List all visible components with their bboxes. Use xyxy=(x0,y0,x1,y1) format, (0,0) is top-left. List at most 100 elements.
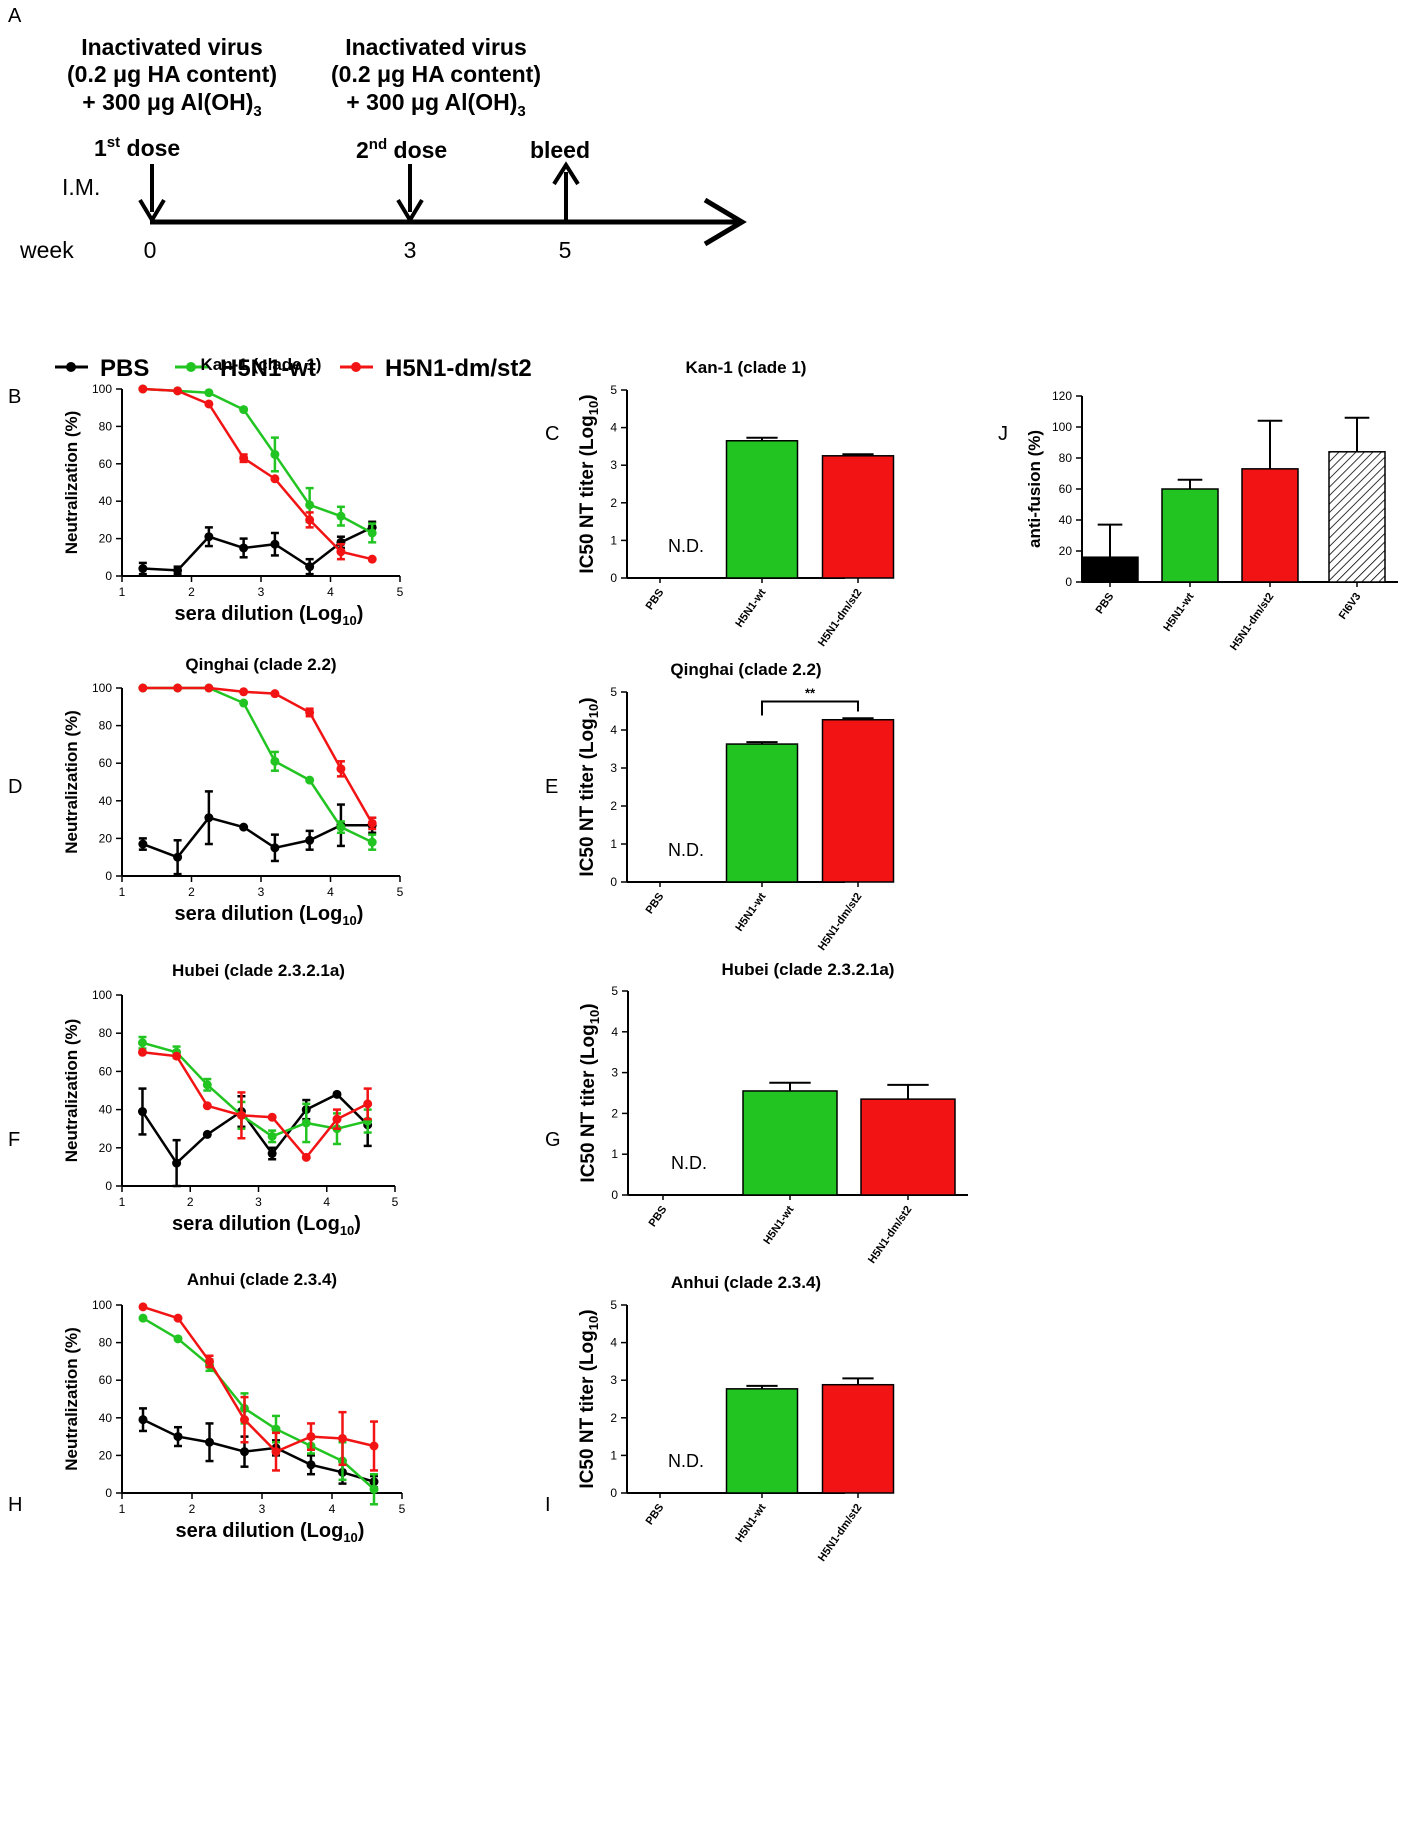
chart-b-y-label: Neutralization (%) xyxy=(62,411,81,555)
chart-h-ytick-label: 0 xyxy=(105,1486,112,1500)
chart-h-series-h5n1-dm-st2-point xyxy=(173,1313,183,1323)
chart-g-y-label-main: IC50 NT titer (Log xyxy=(578,1024,599,1182)
chart-g-hubei-ic50: Hubei (clade 2.3.2.1a) 0 1 2 3 4 5 IC50 NT tite… xyxy=(578,960,968,1266)
panel-letter-h: H xyxy=(8,1494,22,1516)
chart-e-y-label-end: ) xyxy=(577,697,598,703)
chart-h-anhui-neutralization: Anhui (clade 2.3.4) 0 20 40 60 80 100 1 2 3 4 5 sera… xyxy=(62,1270,406,1545)
chart-b-series-pbs-point xyxy=(305,562,315,572)
chart-h-x-label-sub: 10 xyxy=(343,1530,357,1545)
chart-h-x-label: sera dilution (Log10) xyxy=(176,1520,365,1545)
chart-f-series-pbs-point xyxy=(172,1158,182,1168)
chart-j-xtick-label: H5N1-wt xyxy=(1161,591,1196,634)
chart-h-xtick-label: 5 xyxy=(399,1502,406,1516)
chart-f-series-pbs-point xyxy=(137,1107,147,1117)
chart-g-nd-label: N.D. xyxy=(671,1153,707,1173)
chart-h-series-h5n1-dm-st2-point xyxy=(205,1356,214,1366)
chart-j-ytick-label: 100 xyxy=(1052,420,1072,434)
chart-b-series-h5n1-dm-st2-line xyxy=(142,387,373,561)
chart-b-series-h5n1-wt-point xyxy=(305,500,315,510)
chart-d-ytick-label: 60 xyxy=(99,756,113,770)
chart-g-ytick-label: 5 xyxy=(611,984,618,998)
chart-b-series-h5n1-dm-st2-point xyxy=(270,474,280,484)
vaccine-text-2-line3: + 300 μg Al(OH)3 xyxy=(346,89,525,120)
chart-b-series-h5n1-wt-point xyxy=(204,388,214,398)
chart-f-series-h5n1-wt-point xyxy=(137,1038,147,1048)
chart-d-series-pbs-point xyxy=(270,843,280,853)
route-label: I.M. xyxy=(62,174,100,200)
chart-f-x-label-sub: 10 xyxy=(340,1223,354,1238)
chart-f-x-label-end: ) xyxy=(354,1213,361,1235)
chart-c-xtick-label: H5N1-dm/st2 xyxy=(816,587,864,649)
chart-b-series-h5n1-wt-point xyxy=(270,449,280,459)
week-label: week xyxy=(19,237,74,263)
chart-f-y-label: Neutralization (%) xyxy=(62,1019,81,1163)
chart-e-xtick-label: H5N1-dm/st2 xyxy=(816,891,864,953)
chart-g-bar-h5n1-wt xyxy=(742,1090,838,1196)
chart-h-series-pbs-point xyxy=(205,1437,214,1447)
chart-g-y-label: IC50 NT titer (Log10) xyxy=(578,1003,602,1182)
chart-j-ytick-label: 60 xyxy=(1059,482,1073,496)
chart-b-xtick-label: 1 xyxy=(119,585,126,599)
chart-b-series-h5n1-dm-st2-point xyxy=(173,386,183,396)
chart-b-title: Kan-1 (clade 1) xyxy=(201,355,322,374)
legend: PBS H5N1-wt H5N1-dm/st2 xyxy=(55,355,532,382)
chart-e-nd-label: N.D. xyxy=(668,840,704,860)
chart-h-series-h5n1-dm-st2-point xyxy=(138,1302,148,1312)
chart-g-title: Hubei (clade 2.3.2.1a) xyxy=(722,960,895,979)
chart-f-series-h5n1-dm-st2-point xyxy=(332,1114,342,1124)
chart-e-y-label-main: IC50 NT titer (Log xyxy=(577,718,598,876)
chart-h-ytick-label: 80 xyxy=(99,1336,113,1350)
chart-h-series-pbs-point xyxy=(173,1432,183,1442)
chart-d-ytick-label: 80 xyxy=(99,719,113,733)
chart-f-series-pbs-point xyxy=(202,1129,212,1139)
chart-d-series-h5n1-dm-st2-point xyxy=(270,689,280,699)
chart-d-series-h5n1-wt-point xyxy=(270,756,280,766)
chart-e-bar-h5n1-dm-st2 xyxy=(821,718,895,883)
chart-d-series-h5n1-dm-st2-point xyxy=(138,683,148,693)
chart-b-series-h5n1-wt-point xyxy=(239,405,249,415)
chart-f-series-h5n1-dm-st2-point xyxy=(172,1051,182,1061)
vaccine-text-1-line3: + 300 μg Al(OH)3 xyxy=(82,89,261,120)
chart-c-y-label-end: ) xyxy=(577,394,598,400)
chart-h-ytick-label: 40 xyxy=(99,1411,113,1425)
vaccine-text-1-line1: Inactivated virus xyxy=(81,34,263,60)
chart-h-ytick-label: 20 xyxy=(99,1448,113,1462)
chart-g-xtick-label: H5N1-dm/st2 xyxy=(866,1204,914,1266)
chart-j-bar-fi6v3 xyxy=(1328,451,1386,583)
chart-i-y-label-main: IC50 NT titer (Log xyxy=(577,1330,598,1488)
chart-f-xtick-label: 3 xyxy=(255,1195,262,1209)
chart-j-y-label: anti-fusion (%) xyxy=(1025,430,1044,548)
chart-c-ytick-label: 5 xyxy=(610,383,617,397)
chart-c-bar-h5n1-dm-st2 xyxy=(821,455,895,579)
chart-j-ytick-label: 120 xyxy=(1052,389,1072,403)
panel-a-timeline: A Inactivated virus (0.2 μg HA content) … xyxy=(8,5,747,263)
chart-d-series-pbs-point xyxy=(173,852,183,862)
chart-b-x-label-main: sera dilution (Log xyxy=(175,603,343,625)
chart-g-y-label-end: ) xyxy=(578,1003,599,1009)
chart-g-y-label-sub: 10 xyxy=(587,1010,602,1024)
chart-e-ytick-label: 5 xyxy=(610,685,617,699)
chart-j-bar-h5n1-dm-st2 xyxy=(1241,468,1299,583)
chart-d-ytick-label: 40 xyxy=(99,794,113,808)
week-3: 3 xyxy=(404,237,417,263)
chart-f-series-pbs-line xyxy=(141,1092,369,1166)
chart-h-series-h5n1-wt-point xyxy=(271,1424,281,1434)
chart-f-ytick-label: 60 xyxy=(99,1064,113,1078)
chart-d-series-pbs-line xyxy=(142,816,373,859)
chart-h-ytick-label: 60 xyxy=(99,1373,113,1387)
chart-d-x-label-end: ) xyxy=(357,903,364,925)
chart-b-series-h5n1-wt-point xyxy=(367,528,377,538)
chart-i-ytick-label: 2 xyxy=(610,1411,617,1425)
chart-c-y-label: IC50 NT titer (Log10) xyxy=(577,394,601,573)
chart-f-series-h5n1-dm-st2-point xyxy=(137,1047,147,1057)
chart-e-ytick-label: 4 xyxy=(610,723,617,737)
chart-c-ytick-label: 1 xyxy=(610,533,617,547)
chart-f-xtick-label: 1 xyxy=(119,1195,126,1209)
chart-f-hubei-neutralization: Hubei (clade 2.3.2.1a) 0 20 40 60 80 100 1 2 3 4 5 s… xyxy=(62,961,399,1238)
chart-h-x-label-main: sera dilution (Log xyxy=(176,1520,344,1542)
chart-j-xtick-label: PBS xyxy=(1094,591,1117,616)
chart-d-series-h5n1-wt-point xyxy=(239,698,249,708)
chart-e-qinghai-ic50: Qinghai (clade 2.2) 0 1 2 3 4 5 IC50 NT titer (… xyxy=(577,660,895,953)
chart-d-xtick-label: 4 xyxy=(327,885,334,899)
chart-j-ytick-label: 80 xyxy=(1059,451,1073,465)
